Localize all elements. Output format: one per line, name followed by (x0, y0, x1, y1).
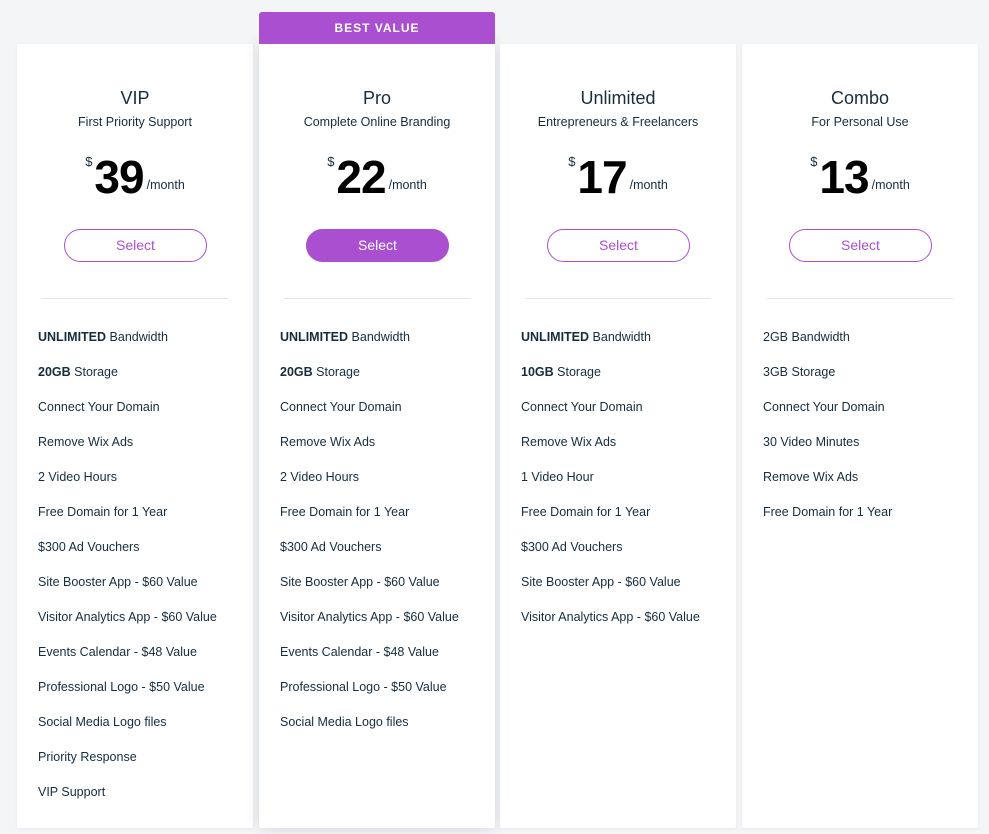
price-amount: 22 (336, 151, 386, 203)
feature-item: 30 Video Minutes (763, 435, 860, 449)
feature-text: Storage (316, 365, 360, 379)
plan-name: Combo (830, 88, 890, 108)
feature-highlight: 20GB (38, 365, 71, 379)
feature-item: Visitor Analytics App - $60 Value (521, 610, 700, 624)
plan-name: VIP (120, 88, 150, 108)
price-period: /month (146, 178, 185, 192)
select-button-pro[interactable]: Select (306, 229, 449, 262)
price-amount: 13 (819, 151, 869, 203)
feature-list: UNLIMITED Bandwidth 10GB Storage Connect… (521, 330, 700, 645)
feature-item: Events Calendar - $48 Value (38, 645, 197, 659)
feature-item: 2 Video Hours (38, 470, 117, 484)
feature-item: Professional Logo - $50 Value (38, 680, 205, 694)
plan-card-pro: BEST VALUE Pro Complete Online Branding … (259, 12, 495, 828)
feature-highlight: 20GB (280, 365, 313, 379)
price-period: /month (629, 178, 668, 192)
feature-highlight: 10GB (521, 365, 554, 379)
feature-item: Remove Wix Ads (521, 435, 617, 449)
feature-highlight: UNLIMITED (521, 330, 590, 344)
feature-item: Social Media Logo files (38, 715, 167, 729)
price-currency: $ (810, 154, 818, 169)
feature-item: Visitor Analytics App - $60 Value (280, 610, 459, 624)
feature-item: Free Domain for 1 Year (38, 505, 168, 519)
plan-price: $17/month (500, 152, 736, 202)
feature-item: Free Domain for 1 Year (280, 505, 410, 519)
feature-list: 2GB Bandwidth 3GB Storage Connect Your D… (763, 330, 892, 540)
feature-item: Visitor Analytics App - $60 Value (38, 610, 217, 624)
plan-price: $13/month (742, 152, 978, 202)
feature-text: Bandwidth (109, 330, 168, 344)
feature-item: Connect Your Domain (280, 400, 402, 414)
plan-tagline: Entrepreneurs & Freelancers (537, 115, 699, 129)
feature-item: Site Booster App - $60 Value (280, 575, 440, 589)
feature-item: $300 Ad Vouchers (521, 540, 623, 554)
plan-name: Unlimited (580, 88, 656, 108)
feature-text: Storage (74, 365, 118, 379)
feature-item: UNLIMITED Bandwidth (38, 330, 217, 365)
feature-item: $300 Ad Vouchers (280, 540, 382, 554)
feature-item: 10GB Storage (521, 365, 700, 400)
feature-item: Site Booster App - $60 Value (38, 575, 198, 589)
feature-item: 2GB Bandwidth (763, 330, 850, 344)
feature-item: Remove Wix Ads (38, 435, 134, 449)
feature-text: Storage (557, 365, 601, 379)
divider (42, 298, 228, 299)
plan-name: Pro (362, 88, 391, 108)
feature-item: Remove Wix Ads (280, 435, 376, 449)
feature-item: UNLIMITED Bandwidth (280, 330, 459, 365)
plan-price: $22/month (259, 152, 495, 202)
feature-item: 1 Video Hour (521, 470, 594, 484)
plan-card-combo: Combo For Personal Use $13/month Select … (742, 44, 978, 828)
feature-item: 20GB Storage (38, 365, 217, 400)
divider (284, 298, 470, 299)
price-currency: $ (568, 154, 576, 169)
divider (767, 298, 953, 299)
feature-list: UNLIMITED Bandwidth 20GB Storage Connect… (38, 330, 217, 820)
feature-item: Free Domain for 1 Year (521, 505, 651, 519)
select-button-combo[interactable]: Select (789, 229, 932, 262)
feature-item: Professional Logo - $50 Value (280, 680, 447, 694)
price-amount: 39 (94, 151, 144, 203)
feature-text: Bandwidth (351, 330, 410, 344)
select-button-unlimited[interactable]: Select (547, 229, 690, 262)
price-period: /month (871, 178, 910, 192)
feature-item: Connect Your Domain (38, 400, 160, 414)
price-currency: $ (85, 154, 93, 169)
feature-item: Connect Your Domain (521, 400, 643, 414)
feature-item: 3GB Storage (763, 365, 836, 379)
feature-item: 2 Video Hours (280, 470, 359, 484)
price-period: /month (388, 178, 427, 192)
feature-item: Connect Your Domain (763, 400, 885, 414)
feature-item: $300 Ad Vouchers (38, 540, 140, 554)
plan-tagline: First Priority Support (78, 115, 192, 129)
feature-highlight: UNLIMITED (280, 330, 349, 344)
feature-item: Social Media Logo files (280, 715, 409, 729)
feature-item: VIP Support (38, 785, 106, 799)
price-currency: $ (327, 154, 335, 169)
divider (525, 298, 711, 299)
feature-item: UNLIMITED Bandwidth (521, 330, 700, 365)
feature-item: Priority Response (38, 750, 137, 764)
price-amount: 17 (577, 151, 627, 203)
feature-highlight: UNLIMITED (38, 330, 107, 344)
plan-price: $39/month (17, 152, 253, 202)
pricing-plans: VIP First Priority Support $39/month Sel… (17, 12, 978, 828)
plan-card-vip: VIP First Priority Support $39/month Sel… (17, 44, 253, 828)
feature-item: Events Calendar - $48 Value (280, 645, 439, 659)
feature-item: Free Domain for 1 Year (763, 505, 893, 519)
plan-tagline: Complete Online Branding (303, 115, 451, 129)
feature-item: Remove Wix Ads (763, 470, 859, 484)
best-value-ribbon: BEST VALUE (259, 12, 495, 44)
feature-item: Site Booster App - $60 Value (521, 575, 681, 589)
plan-card-unlimited: Unlimited Entrepreneurs & Freelancers $1… (500, 44, 736, 828)
feature-list: UNLIMITED Bandwidth 20GB Storage Connect… (280, 330, 459, 750)
feature-item: 20GB Storage (280, 365, 459, 400)
plan-tagline: For Personal Use (811, 115, 909, 129)
select-button-vip[interactable]: Select (64, 229, 207, 262)
feature-text: Bandwidth (592, 330, 651, 344)
